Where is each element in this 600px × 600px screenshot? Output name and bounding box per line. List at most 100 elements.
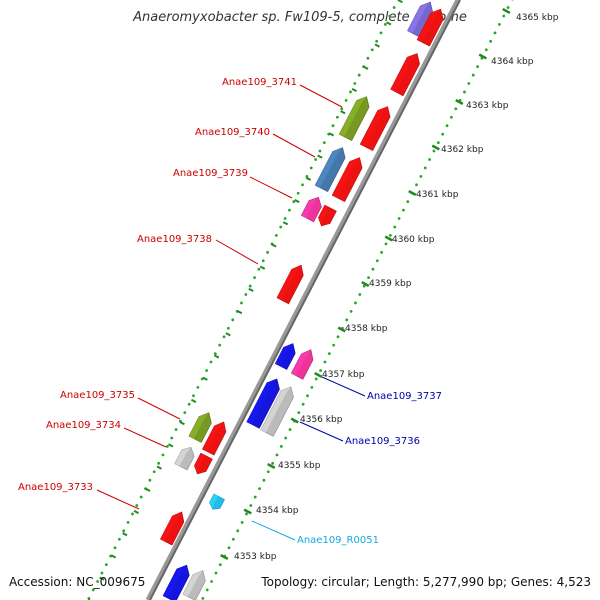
accession-text: Accession: NC_009675 [9, 575, 146, 589]
tick-mark [455, 99, 464, 105]
axis-dot [271, 461, 275, 465]
axis-dot [502, 14, 506, 18]
axis-dot [493, 31, 497, 35]
axis-dot [379, 31, 383, 35]
axis-dot [384, 242, 388, 246]
tick-mark [384, 235, 393, 242]
axis-dot [218, 563, 222, 566]
axis-dot [375, 259, 379, 263]
tick-mark [145, 487, 151, 492]
axis-dot [349, 90, 352, 94]
axis-dot [301, 402, 305, 406]
gene-highlight [182, 570, 203, 597]
axis-dot [240, 520, 244, 524]
gene-label: Anae109_3737 [367, 391, 442, 402]
scale-label: 4357 kbp [322, 370, 365, 380]
axis-dot [314, 377, 318, 381]
axis-dot [227, 546, 231, 550]
tick-mark [248, 287, 254, 292]
gene-label: Anae109_3735 [60, 390, 135, 401]
axis-dot [484, 48, 488, 52]
scale-labels: 4365 kbp 4364 kbp 4363 kbp 4362 kbp 4361… [234, 13, 559, 562]
tick-mark [220, 554, 229, 560]
axis-dot [113, 546, 117, 550]
axis-dot [354, 301, 357, 305]
axis-dot [322, 141, 326, 144]
axis-dot [383, 23, 387, 26]
axis-dot [306, 394, 309, 398]
axis-dot [344, 98, 348, 102]
axis-dot [292, 200, 296, 204]
tick-mark [179, 421, 185, 426]
genome-summary-text: Topology: circular; Length: 5,277,990 bp… [261, 575, 591, 589]
axis-dot [506, 6, 510, 9]
scale-label: 4353 kbp [234, 552, 277, 562]
axis-dot [231, 318, 235, 322]
label-leaders [96, 84, 366, 541]
gene-highlight [277, 265, 302, 301]
axis-dot [170, 436, 174, 440]
axis-dot [310, 385, 314, 389]
axis-dot [367, 276, 370, 280]
tick-mark [133, 509, 139, 515]
tick-mark [213, 354, 220, 359]
axis-dot [87, 596, 91, 600]
axis-dot [104, 563, 108, 566]
axis-dot [380, 250, 384, 254]
axis-dot [332, 343, 336, 347]
tick-mark [408, 190, 417, 196]
axis-dot [415, 183, 418, 187]
inner-dotted-axis [201, 0, 514, 600]
tick-mark [259, 265, 266, 270]
axis-dot [226, 326, 230, 330]
axis-dot [323, 360, 327, 364]
tick-mark [502, 8, 511, 14]
gene-highlight [417, 9, 441, 43]
gene-highlight [407, 2, 431, 34]
label-leader [215, 239, 259, 265]
tick-mark [305, 176, 312, 181]
tick-mark [271, 243, 277, 248]
axis-dot [454, 107, 458, 111]
axis-dot [309, 166, 313, 170]
axis-dot [366, 56, 370, 60]
axis-dot [131, 512, 134, 516]
tick-mark [431, 144, 440, 151]
gene-highlight [339, 96, 367, 137]
label-leader [272, 133, 316, 158]
axis-dot [445, 124, 449, 128]
axis-dot [187, 402, 191, 406]
gene-features [159, 1, 444, 600]
axis-dot [358, 293, 362, 296]
axis-dot [340, 107, 344, 111]
axis-dot [497, 23, 501, 26]
tick-mark [156, 465, 162, 470]
gene-highlight [246, 378, 277, 425]
axis-dot [432, 149, 436, 153]
axis-dot [423, 166, 427, 170]
gene-highlight [188, 412, 209, 439]
axis-dot [288, 428, 292, 431]
axis-dot [279, 225, 283, 229]
gene-highlight [160, 511, 182, 542]
axis-dot [91, 588, 95, 592]
tick-mark [374, 43, 380, 48]
axis-dot [345, 318, 349, 322]
gene-label: Anae109_3734 [46, 420, 121, 431]
axis-dot [419, 174, 423, 178]
axis-dot [441, 132, 445, 136]
tick-mark [282, 221, 289, 226]
axis-dot [353, 82, 357, 85]
axis-dot [388, 14, 392, 18]
axis-dot [331, 124, 335, 128]
gene-label: Anae109_3738 [137, 234, 212, 245]
tick-mark [361, 281, 370, 287]
axis-dot [476, 65, 479, 69]
tick-mark [236, 310, 243, 315]
scale-ticks [197, 8, 511, 600]
axis-dot [392, 6, 396, 9]
tick-mark [122, 532, 128, 537]
scale-label: 4361 kbp [416, 190, 459, 200]
